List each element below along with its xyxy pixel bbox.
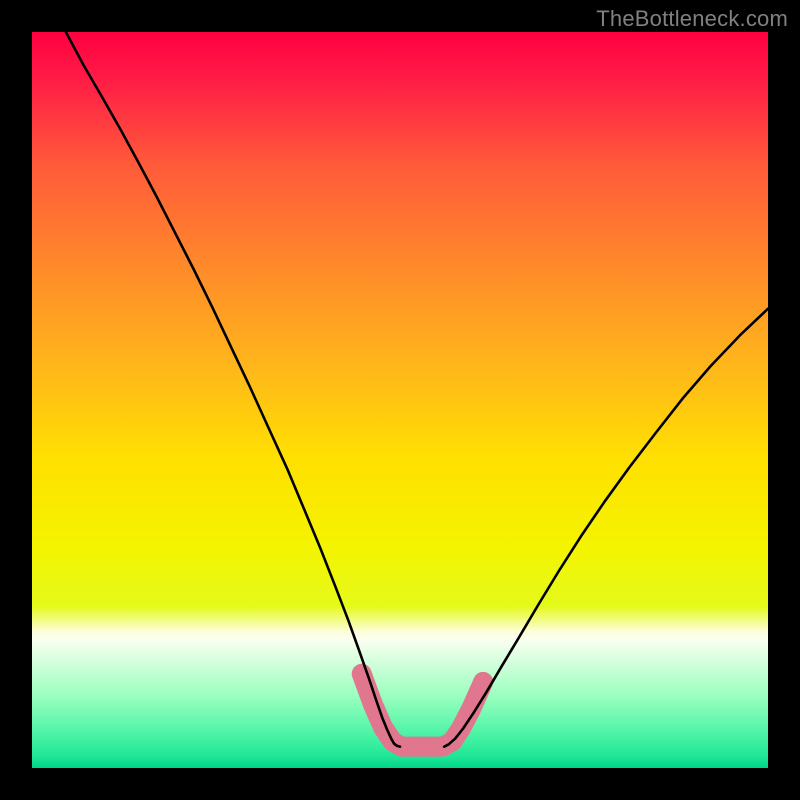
right-curve-path — [444, 309, 768, 747]
plot-area — [32, 32, 768, 768]
watermark-text: TheBottleneck.com — [596, 6, 788, 32]
page-root: TheBottleneck.com — [0, 0, 800, 800]
curves-layer — [32, 32, 768, 768]
left-curve-path — [66, 32, 400, 747]
